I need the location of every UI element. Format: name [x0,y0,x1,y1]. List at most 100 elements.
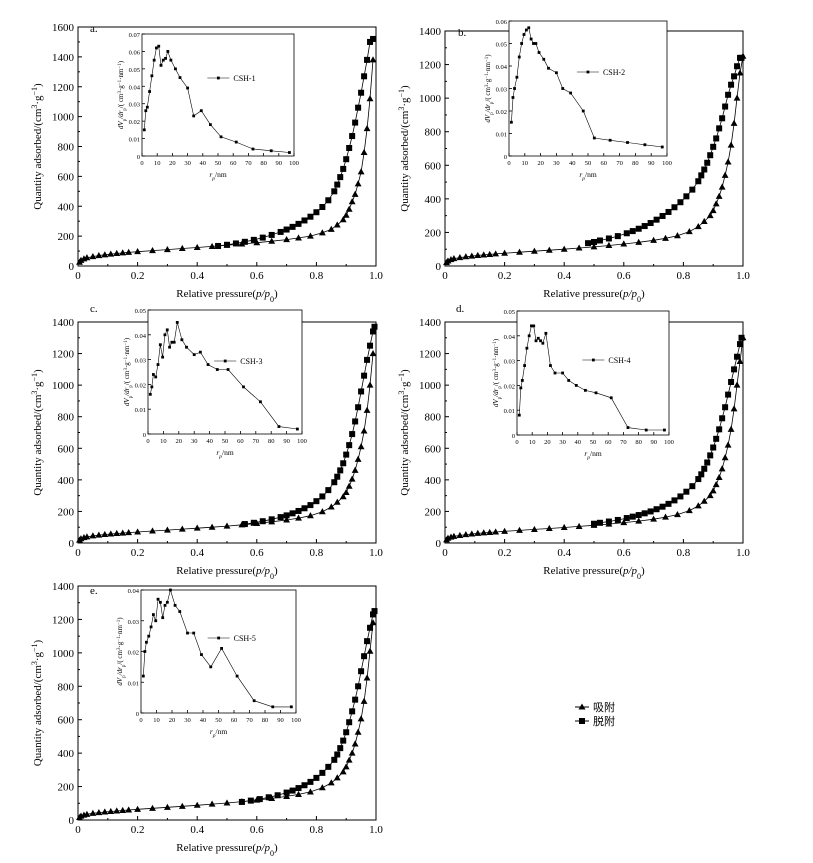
x-tick-label: 0 [75,824,81,836]
desorption-point [283,512,290,519]
desorption-point [343,156,350,163]
y-tick-label: 200 [58,782,75,794]
desorption-point [737,54,744,61]
desorption-point [346,442,353,449]
desorption-point [334,181,341,188]
inset-x-tick-label: 40 [200,160,207,167]
desorption-point [238,798,245,805]
desorption-point [331,188,338,195]
desorption-point [215,242,222,249]
inset-psd-point [289,705,293,709]
adsorption-point [107,807,115,814]
adsorption-point [486,250,494,257]
inset-legend-marker [217,636,221,640]
inset-psd-line [144,45,290,153]
desorption-point [704,459,711,466]
inset-psd-point [530,324,533,328]
desorption-point [319,493,326,500]
adsorption-point [333,498,341,505]
adsorption-point [360,427,368,434]
inset-y-tick-label: 0.02 [129,119,140,126]
inset-chart: 0 0.01 0.02 0.03 0.04 0.05 0.06 0.07 0 10 20 30 40 50… [117,32,299,182]
adsorption-point [345,482,353,489]
y-tick-label: 1000 [419,380,442,392]
inset-psd-point [581,109,585,113]
inset-psd-point [532,324,536,328]
y-tick-label: 1600 [52,22,75,34]
desorption-point [355,404,362,411]
inset-x-tick-label: 90 [276,160,283,167]
adsorption-point [348,198,356,205]
adsorption-point [516,526,523,533]
adsorption-point [318,508,326,515]
inset-frame [147,309,303,435]
inset-psd-point [532,42,535,45]
desorption-point [340,460,347,467]
desorption-point [722,103,729,110]
desorption-point [343,729,350,736]
inset-x-tick-label: 80 [262,717,269,724]
adsorption-point [101,251,109,258]
desorption-point [319,203,326,210]
inset-psd-point [163,333,167,337]
desorption-point [355,104,362,111]
x-tick-label: 0 [442,547,448,559]
adsorption-point [650,515,658,522]
desorption-point [224,241,230,248]
inset-psd-point [534,42,538,45]
x-tick-label: 0.4 [190,270,204,282]
desorption-point [591,520,597,527]
y-tick-label: 1400 [52,581,75,593]
desorption-point [605,235,612,242]
inset-psd-point [157,44,161,48]
adsorption-point [357,443,365,450]
y-tick-label: 0 [436,538,442,550]
x-axis-label: Relative pressure(p/p0) [176,565,278,581]
inset-y-tick-label: 0.06 [129,49,141,56]
inset-psd-point [154,375,158,379]
desorption-point [731,366,738,373]
adsorption-point [163,526,171,533]
desorption-point [716,426,723,433]
inset-x-tick-label: 70 [620,439,627,446]
y-tick-label: 400 [425,475,442,487]
inset-psd-point [147,634,151,638]
desorption-point [364,638,371,645]
adsorption-point [605,241,613,249]
adsorption-point [516,248,523,255]
adsorption-point [363,124,371,132]
desorption-point [695,476,702,483]
inset-psd-point [175,321,179,324]
inset-x-tick-label: 80 [260,160,267,167]
adsorption-point [721,454,729,461]
x-axis-label: Relative pressure(p/p0) [176,842,278,858]
adsorption-point [83,810,91,817]
panel-label: d. [456,303,465,315]
inset-y-tick-label: 0 [143,432,146,439]
adsorption-point [339,216,347,223]
desorption-point [250,236,257,243]
desorption-point [635,225,642,232]
adsorption-point [178,802,186,809]
desorption-point [337,745,344,752]
adsorption-point [119,806,127,813]
desorption-point [283,226,290,233]
adsorption-point [83,254,91,261]
desorption-point [256,796,263,803]
desorption-point [629,513,636,520]
x-tick-label: 0.2 [131,270,145,282]
desorption-point [719,115,726,122]
x-tick-label: 0.8 [310,824,324,836]
inset-legend-label: CSH-5 [234,634,256,643]
desorption-point [370,611,377,618]
x-tick-label: 0.8 [677,270,691,282]
adsorption-point [208,800,216,807]
desorption-point [719,415,726,422]
desorption-point [605,518,612,525]
inset-x-tick-label: 30 [559,439,566,446]
adsorption-point [480,251,488,258]
y-tick-label: 800 [58,412,75,424]
adsorption-point [125,528,133,536]
inset-psd-point [155,46,158,50]
inset-psd-point [145,105,149,109]
